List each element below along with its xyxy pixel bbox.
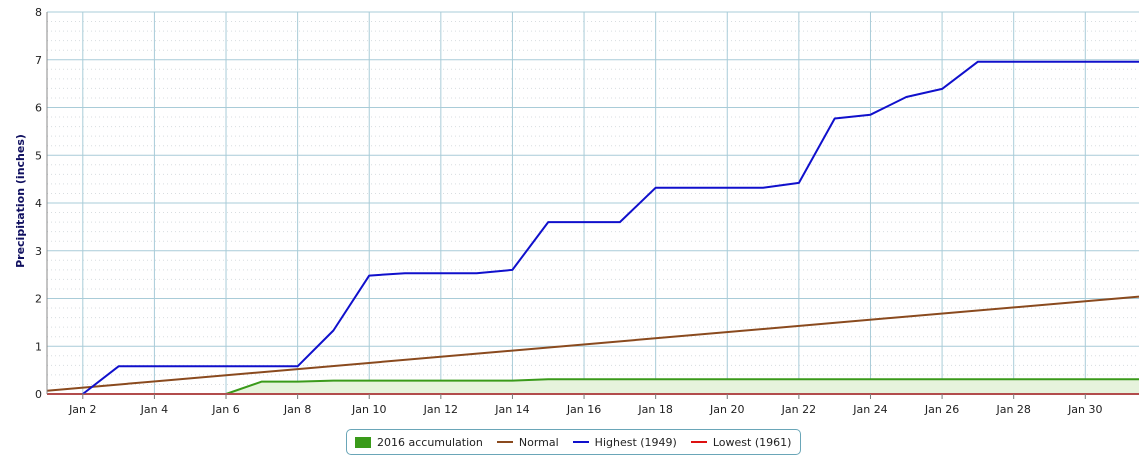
x-tick-label: Jan 30 <box>1067 403 1102 416</box>
y-tick-label: 7 <box>35 54 42 67</box>
legend-swatch <box>496 441 513 443</box>
x-tick-label: Jan 12 <box>423 403 458 416</box>
y-tick-label: 5 <box>35 149 42 162</box>
x-tick-label: Jan 20 <box>709 403 744 416</box>
y-tick-label: 1 <box>35 340 42 353</box>
y-tick-label: 8 <box>35 6 42 19</box>
series-layer <box>46 60 1140 395</box>
legend-item-normal[interactable]: Normal <box>496 435 559 449</box>
x-tick-label: Jan 6 <box>211 403 239 416</box>
legend-swatch <box>572 441 589 443</box>
y-tick-label: 0 <box>35 388 42 401</box>
legend-label: Normal <box>518 435 559 449</box>
x-tick-label: Jan 16 <box>566 403 601 416</box>
y-tick-label: 3 <box>35 245 42 258</box>
legend-item-2016-accumulation[interactable]: 2016 accumulation <box>355 436 483 449</box>
grid-major <box>47 11 1139 395</box>
axes <box>46 12 1139 399</box>
legend-label: 2016 accumulation <box>377 435 483 449</box>
legend-swatch <box>690 441 707 443</box>
legend-swatch <box>355 436 371 448</box>
legend-item-lowest-1961[interactable]: Lowest (1961) <box>690 435 792 449</box>
x-tick-label: Jan 14 <box>494 403 529 416</box>
x-tick-label: Jan 24 <box>852 403 887 416</box>
x-tick-label: Jan 4 <box>140 403 168 416</box>
y-tick-label: 2 <box>35 293 42 306</box>
y-tick-label: 6 <box>35 102 42 115</box>
series-line-highest-1949 <box>82 60 1139 395</box>
x-tick-label: Jan 22 <box>781 403 816 416</box>
legend: 2016 accumulation Normal Highest (1949) Low… <box>346 429 801 455</box>
legend-item-highest-1949[interactable]: Highest (1949) <box>572 435 677 449</box>
tick-labels: 0 1 2 3 4 5 6 7 8 Jan 2 Jan 4 Jan 6 Jan 8 Jan 10 Jan 1… <box>35 6 1103 416</box>
x-tick-label: Jan 10 <box>351 403 386 416</box>
series-area-2016-accumulation <box>47 379 1139 394</box>
x-tick-label: Jan 2 <box>68 403 96 416</box>
x-tick-label: Jan 26 <box>924 403 959 416</box>
x-tick-label: Jan 18 <box>637 403 672 416</box>
x-tick-label: Jan 8 <box>283 403 311 416</box>
y-axis-label: Precipitation (inches) <box>14 134 27 268</box>
series-line-2016-accumulation <box>47 378 1139 395</box>
legend-label: Highest (1949) <box>594 435 677 449</box>
y-tick-label: 4 <box>35 197 42 210</box>
legend-label: Lowest (1961) <box>712 435 792 449</box>
x-tick-label: Jan 28 <box>995 403 1030 416</box>
series-line-normal <box>46 295 1140 392</box>
